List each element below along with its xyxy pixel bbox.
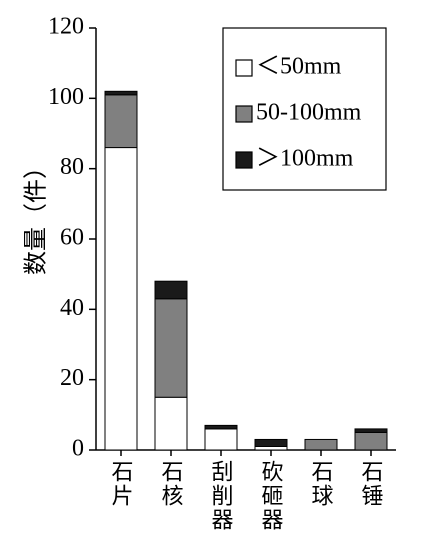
bar-segment (104, 94, 138, 149)
legend-label: 50-100mm (256, 100, 362, 126)
y-tick-label: 20 (60, 365, 84, 391)
bar-segment (154, 298, 188, 398)
bar-segment (104, 90, 138, 96)
x-tick-label: 石锤 (359, 460, 384, 508)
bar-segment (204, 428, 238, 451)
bar-segment (204, 424, 238, 430)
bar-segment (304, 438, 338, 451)
legend-swatch (235, 59, 253, 77)
legend-label: ＞100mm (256, 146, 354, 172)
bar-segment (154, 280, 188, 300)
y-tick-label: 0 (72, 436, 84, 462)
x-tick-label: 石核 (159, 460, 184, 508)
y-tick-label: 100 (48, 84, 84, 110)
x-tick-label: 刮削器 (209, 460, 234, 532)
bar-segment (254, 445, 288, 451)
x-tick-label: 石球 (309, 460, 334, 508)
bar-segment (354, 431, 388, 451)
legend-swatch (235, 151, 253, 169)
bar-segment (354, 428, 388, 433)
x-tick-label: 砍砸器 (259, 460, 284, 532)
x-tick-label: 石片 (109, 460, 134, 508)
bar-segment (104, 147, 138, 451)
bar-segment (154, 396, 188, 451)
y-tick-label: 120 (48, 14, 84, 40)
bar-segment (254, 438, 288, 447)
y-tick-label: 60 (60, 225, 84, 251)
legend-swatch (235, 105, 253, 123)
y-axis-label: 数量（件） (23, 155, 50, 275)
legend-label: ＜50mm (256, 54, 342, 80)
y-tick-label: 80 (60, 154, 84, 180)
y-tick-label: 40 (60, 295, 84, 321)
